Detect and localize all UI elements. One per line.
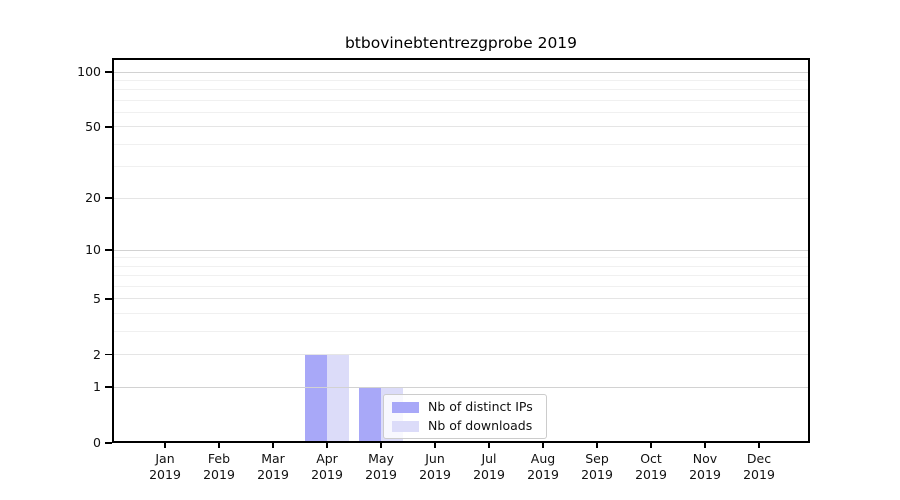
- gridline-y-20: [112, 197, 810, 199]
- gridline-y-30: [112, 166, 810, 168]
- legend: Nb of distinct IPs Nb of downloads: [383, 394, 547, 439]
- x-tick-label-feb: Feb 2019: [203, 451, 235, 482]
- gridline-y-2: [112, 354, 810, 356]
- gridline-y-9: [112, 257, 810, 259]
- x-tick-label-oct: Oct 2019: [635, 451, 667, 482]
- y-tick-10: [105, 249, 112, 252]
- x-axis-line: [112, 441, 810, 443]
- gridline-y-100: [112, 71, 810, 73]
- x-tick-label-dec: Dec 2019: [743, 451, 775, 482]
- y-tick-5: [105, 298, 112, 300]
- legend-swatch-distinct-ips-icon: [392, 401, 419, 413]
- y-tick-label-100: 100: [77, 64, 101, 79]
- x-tick-oct: [650, 443, 652, 448]
- x-tick-nov: [704, 443, 706, 448]
- y-axis-line: [112, 58, 114, 443]
- y-tick-100: [105, 71, 112, 73]
- x-tick-may: [380, 443, 382, 448]
- legend-label-distinct-ips: Nb of distinct IPs: [428, 399, 533, 414]
- x-tick-label-jun: Jun 2019: [419, 451, 451, 482]
- legend-entry-downloads: Nb of downloads: [392, 419, 538, 433]
- x-tick-label-mar: Mar 2019: [257, 451, 289, 482]
- gridline-y-50: [112, 126, 810, 128]
- y-tick-label-10: 10: [85, 242, 101, 258]
- gridline-y-10: [112, 249, 810, 251]
- x-tick-label-apr: Apr 2019: [311, 451, 343, 482]
- x-tick-label-may: May 2019: [365, 451, 397, 482]
- bar-apr-nb-of-distinct-ips: [305, 354, 327, 442]
- gridline-y-70: [112, 99, 810, 101]
- x-tick-label-jan: Jan 2019: [149, 451, 181, 482]
- x-tick-dec: [758, 443, 760, 448]
- y-tick-label-50: 50: [85, 118, 101, 134]
- y-tick-label-0: 0: [93, 435, 101, 450]
- bar-may-nb-of-distinct-ips: [359, 387, 381, 442]
- top-spine: [112, 58, 810, 60]
- right-spine: [808, 58, 810, 443]
- gridline-y-1: [112, 386, 810, 388]
- x-tick-mar: [272, 443, 274, 448]
- legend-swatch-downloads-icon: [392, 420, 419, 432]
- gridline-y-4: [112, 313, 810, 315]
- x-tick-label-jul: Jul 2019: [473, 451, 505, 482]
- plot-area: [112, 58, 810, 443]
- legend-entry-distinct-ips: Nb of distinct IPs: [392, 400, 538, 414]
- gridline-y-3: [112, 331, 810, 333]
- y-tick-1: [105, 386, 112, 389]
- gridline-y-80: [112, 89, 810, 91]
- x-tick-apr: [326, 443, 328, 448]
- y-tick-0: [105, 442, 112, 444]
- x-tick-aug: [542, 443, 544, 448]
- gridline-y-90: [112, 79, 810, 81]
- x-tick-label-aug: Aug 2019: [527, 451, 559, 482]
- gridline-y-6: [112, 286, 810, 288]
- bar-apr-nb-of-downloads: [327, 354, 349, 442]
- y-tick-20: [105, 197, 112, 200]
- chart-title: btbovinebtentrezgprobe 2019: [344, 34, 578, 52]
- gridline-y-8: [112, 265, 810, 267]
- gridline-y-7: [112, 275, 810, 277]
- y-tick-label-2: 2: [93, 346, 101, 362]
- y-tick-label-20: 20: [85, 190, 101, 206]
- x-tick-jul: [488, 443, 490, 448]
- x-tick-label-sep: Sep 2019: [581, 451, 613, 482]
- y-tick-label-5: 5: [93, 290, 101, 306]
- x-tick-feb: [218, 443, 220, 448]
- x-tick-jan: [164, 443, 166, 448]
- y-tick-label-1: 1: [93, 379, 101, 395]
- gridline-y-60: [112, 112, 810, 114]
- x-tick-jun: [434, 443, 436, 448]
- gridline-y-40: [112, 143, 810, 145]
- legend-label-downloads: Nb of downloads: [428, 418, 533, 433]
- y-tick-2: [105, 353, 112, 356]
- x-tick-label-nov: Nov 2019: [689, 451, 721, 482]
- x-tick-sep: [596, 443, 598, 448]
- gridline-y-5: [112, 298, 810, 300]
- y-tick-50: [105, 126, 112, 128]
